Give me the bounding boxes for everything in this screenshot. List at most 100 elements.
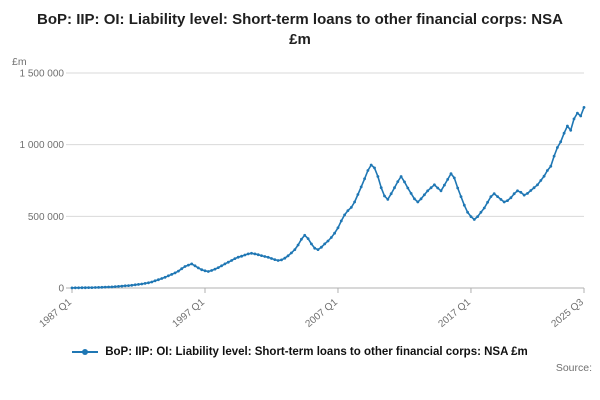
y-tick-label: 1 000 000 xyxy=(20,140,65,151)
data-point xyxy=(200,267,204,271)
data-point xyxy=(127,283,130,287)
legend-item[interactable]: BoP: IIP: OI: Liability level: Short-ter… xyxy=(0,346,600,358)
data-point xyxy=(446,177,450,181)
data-point xyxy=(100,285,104,289)
x-tick-label: 2025 Q3 xyxy=(549,296,586,329)
data-point xyxy=(226,260,230,264)
data-point xyxy=(160,276,164,280)
data-point xyxy=(150,280,154,283)
data-point xyxy=(206,269,210,273)
data-point xyxy=(436,186,440,189)
data-point xyxy=(376,174,380,178)
data-point xyxy=(187,263,190,266)
data-point xyxy=(223,262,227,265)
data-point xyxy=(190,262,194,265)
legend-label: BoP: IIP: OI: Liability level: Short-ter… xyxy=(105,345,528,358)
data-point xyxy=(220,263,224,267)
data-point xyxy=(449,171,453,175)
data-point xyxy=(359,185,363,188)
data-point xyxy=(137,282,140,286)
data-point xyxy=(492,191,496,195)
data-point xyxy=(107,285,110,288)
data-point xyxy=(569,128,573,132)
data-point xyxy=(512,191,516,195)
data-point xyxy=(486,200,489,204)
data-point xyxy=(276,258,280,262)
data-point xyxy=(556,145,559,149)
data-point xyxy=(97,285,100,289)
data-point xyxy=(133,282,137,286)
data-point xyxy=(173,271,177,274)
data-point xyxy=(233,256,237,260)
data-line xyxy=(71,106,585,289)
data-point xyxy=(582,105,586,109)
data-point xyxy=(529,188,533,192)
data-point xyxy=(499,197,503,201)
data-point xyxy=(459,194,463,198)
data-point xyxy=(123,283,127,287)
data-point xyxy=(266,255,270,259)
data-point xyxy=(439,188,443,192)
x-tick-label: 2007 Q1 xyxy=(303,296,340,329)
data-point xyxy=(539,178,543,182)
data-point xyxy=(260,253,263,257)
data-point xyxy=(250,251,253,255)
data-point xyxy=(210,268,214,272)
data-point xyxy=(429,185,433,189)
x-tick-label: 1997 Q1 xyxy=(170,296,207,329)
data-point xyxy=(423,192,426,196)
data-point xyxy=(456,186,460,189)
data-point xyxy=(163,275,167,279)
data-point xyxy=(157,277,160,281)
data-point xyxy=(462,203,466,207)
data-point xyxy=(263,254,267,258)
data-point xyxy=(147,280,150,284)
data-point xyxy=(90,285,94,289)
data-point xyxy=(353,200,356,203)
data-point xyxy=(452,176,456,179)
data-point xyxy=(526,191,529,195)
data-point xyxy=(566,124,569,127)
data-point xyxy=(579,114,583,117)
data-point xyxy=(546,168,549,172)
data-point xyxy=(369,163,373,166)
data-point xyxy=(506,198,509,202)
y-axis-unit-label: £m xyxy=(12,56,27,68)
data-point xyxy=(193,263,197,267)
data-point xyxy=(343,213,346,216)
data-point xyxy=(170,272,174,276)
data-point xyxy=(140,282,144,285)
data-point xyxy=(316,247,320,251)
data-point xyxy=(230,258,234,262)
data-point xyxy=(296,243,300,246)
data-point xyxy=(273,257,277,261)
data-point xyxy=(323,242,327,245)
data-point xyxy=(180,266,184,270)
data-point xyxy=(120,284,124,287)
data-point xyxy=(243,253,247,256)
data-point xyxy=(339,219,343,222)
data-point xyxy=(306,236,310,240)
data-point xyxy=(283,256,287,260)
data-point xyxy=(300,237,303,241)
data-point xyxy=(87,285,90,289)
data-point xyxy=(469,214,473,218)
chart-plot-area: 0 500 000 1 000 000 1 500 000 1987 Q1 1997 Q1… xyxy=(12,56,586,330)
data-point xyxy=(320,245,323,249)
data-point xyxy=(326,239,330,242)
data-point xyxy=(270,256,273,260)
data-point xyxy=(576,111,579,114)
data-point xyxy=(396,179,400,183)
data-point xyxy=(356,192,360,196)
data-point xyxy=(236,255,240,259)
source-attribution: Source: xyxy=(555,361,592,374)
data-point xyxy=(516,188,519,192)
data-point xyxy=(130,283,134,287)
data-point xyxy=(336,225,340,229)
data-point xyxy=(286,253,290,257)
data-point xyxy=(203,268,207,272)
data-point xyxy=(572,117,576,120)
data-point xyxy=(379,185,383,189)
data-point xyxy=(216,265,220,269)
data-point xyxy=(419,196,423,200)
